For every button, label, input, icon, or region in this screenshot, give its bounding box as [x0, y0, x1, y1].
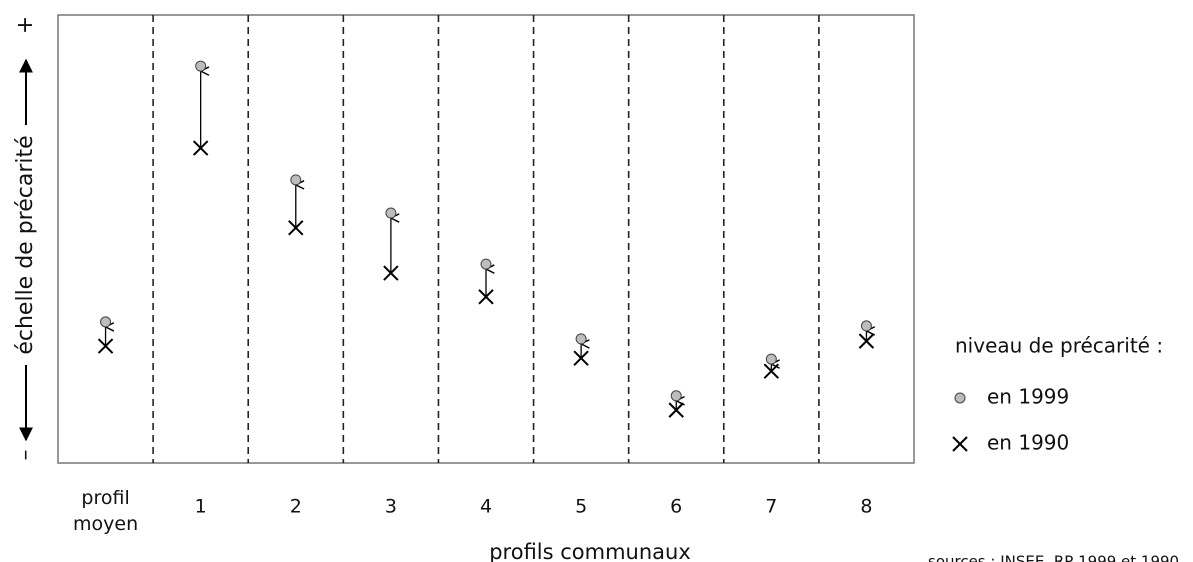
plot-frame: [57, 14, 915, 464]
point-circle: [100, 316, 112, 328]
point-circle: [670, 390, 682, 402]
source: sources : INSEE, RP 1999 et 1990: [928, 553, 1179, 562]
x-tick-label: 3: [385, 496, 397, 518]
x-tick-label: 4: [480, 496, 492, 518]
point-x: [97, 338, 114, 354]
point-x: [668, 402, 684, 418]
legend-swatch: [954, 392, 966, 404]
point-x: [383, 265, 399, 281]
point-x: [478, 289, 494, 305]
point-circle: [195, 60, 207, 72]
point-x: [573, 350, 589, 366]
legend-label: en 1990: [987, 431, 1069, 455]
point-x: [288, 220, 304, 236]
x-tick-label: 1: [195, 496, 207, 518]
x-tick-label: 5: [575, 496, 587, 518]
point-circle: [290, 174, 302, 186]
x-tick-label: 6: [670, 496, 682, 518]
point-x: [192, 140, 209, 156]
x-tick-label: 7: [765, 496, 777, 518]
x-axis-label: profils communaux: [489, 540, 691, 562]
point-circle: [480, 258, 492, 270]
x-tick-label: profil moyen: [73, 487, 138, 535]
y-tick-label: –: [13, 450, 38, 461]
y-axis-label: échelle de précarité: [13, 135, 38, 354]
legend-title: niveau de précarité :: [955, 334, 1163, 358]
point-circle: [385, 207, 397, 219]
point-circle: [765, 353, 777, 365]
point-x: [763, 363, 780, 379]
legend-label: en 1999: [987, 385, 1069, 409]
point-x: [858, 333, 875, 349]
y-label-bg: [14, 125, 38, 365]
legend-swatch: [952, 436, 968, 452]
x-tick-label: 8: [860, 496, 872, 518]
point-circle: [575, 333, 587, 345]
point-circle: [860, 320, 872, 332]
y-tick-label: +: [13, 16, 38, 34]
x-tick-label: 2: [290, 496, 302, 518]
